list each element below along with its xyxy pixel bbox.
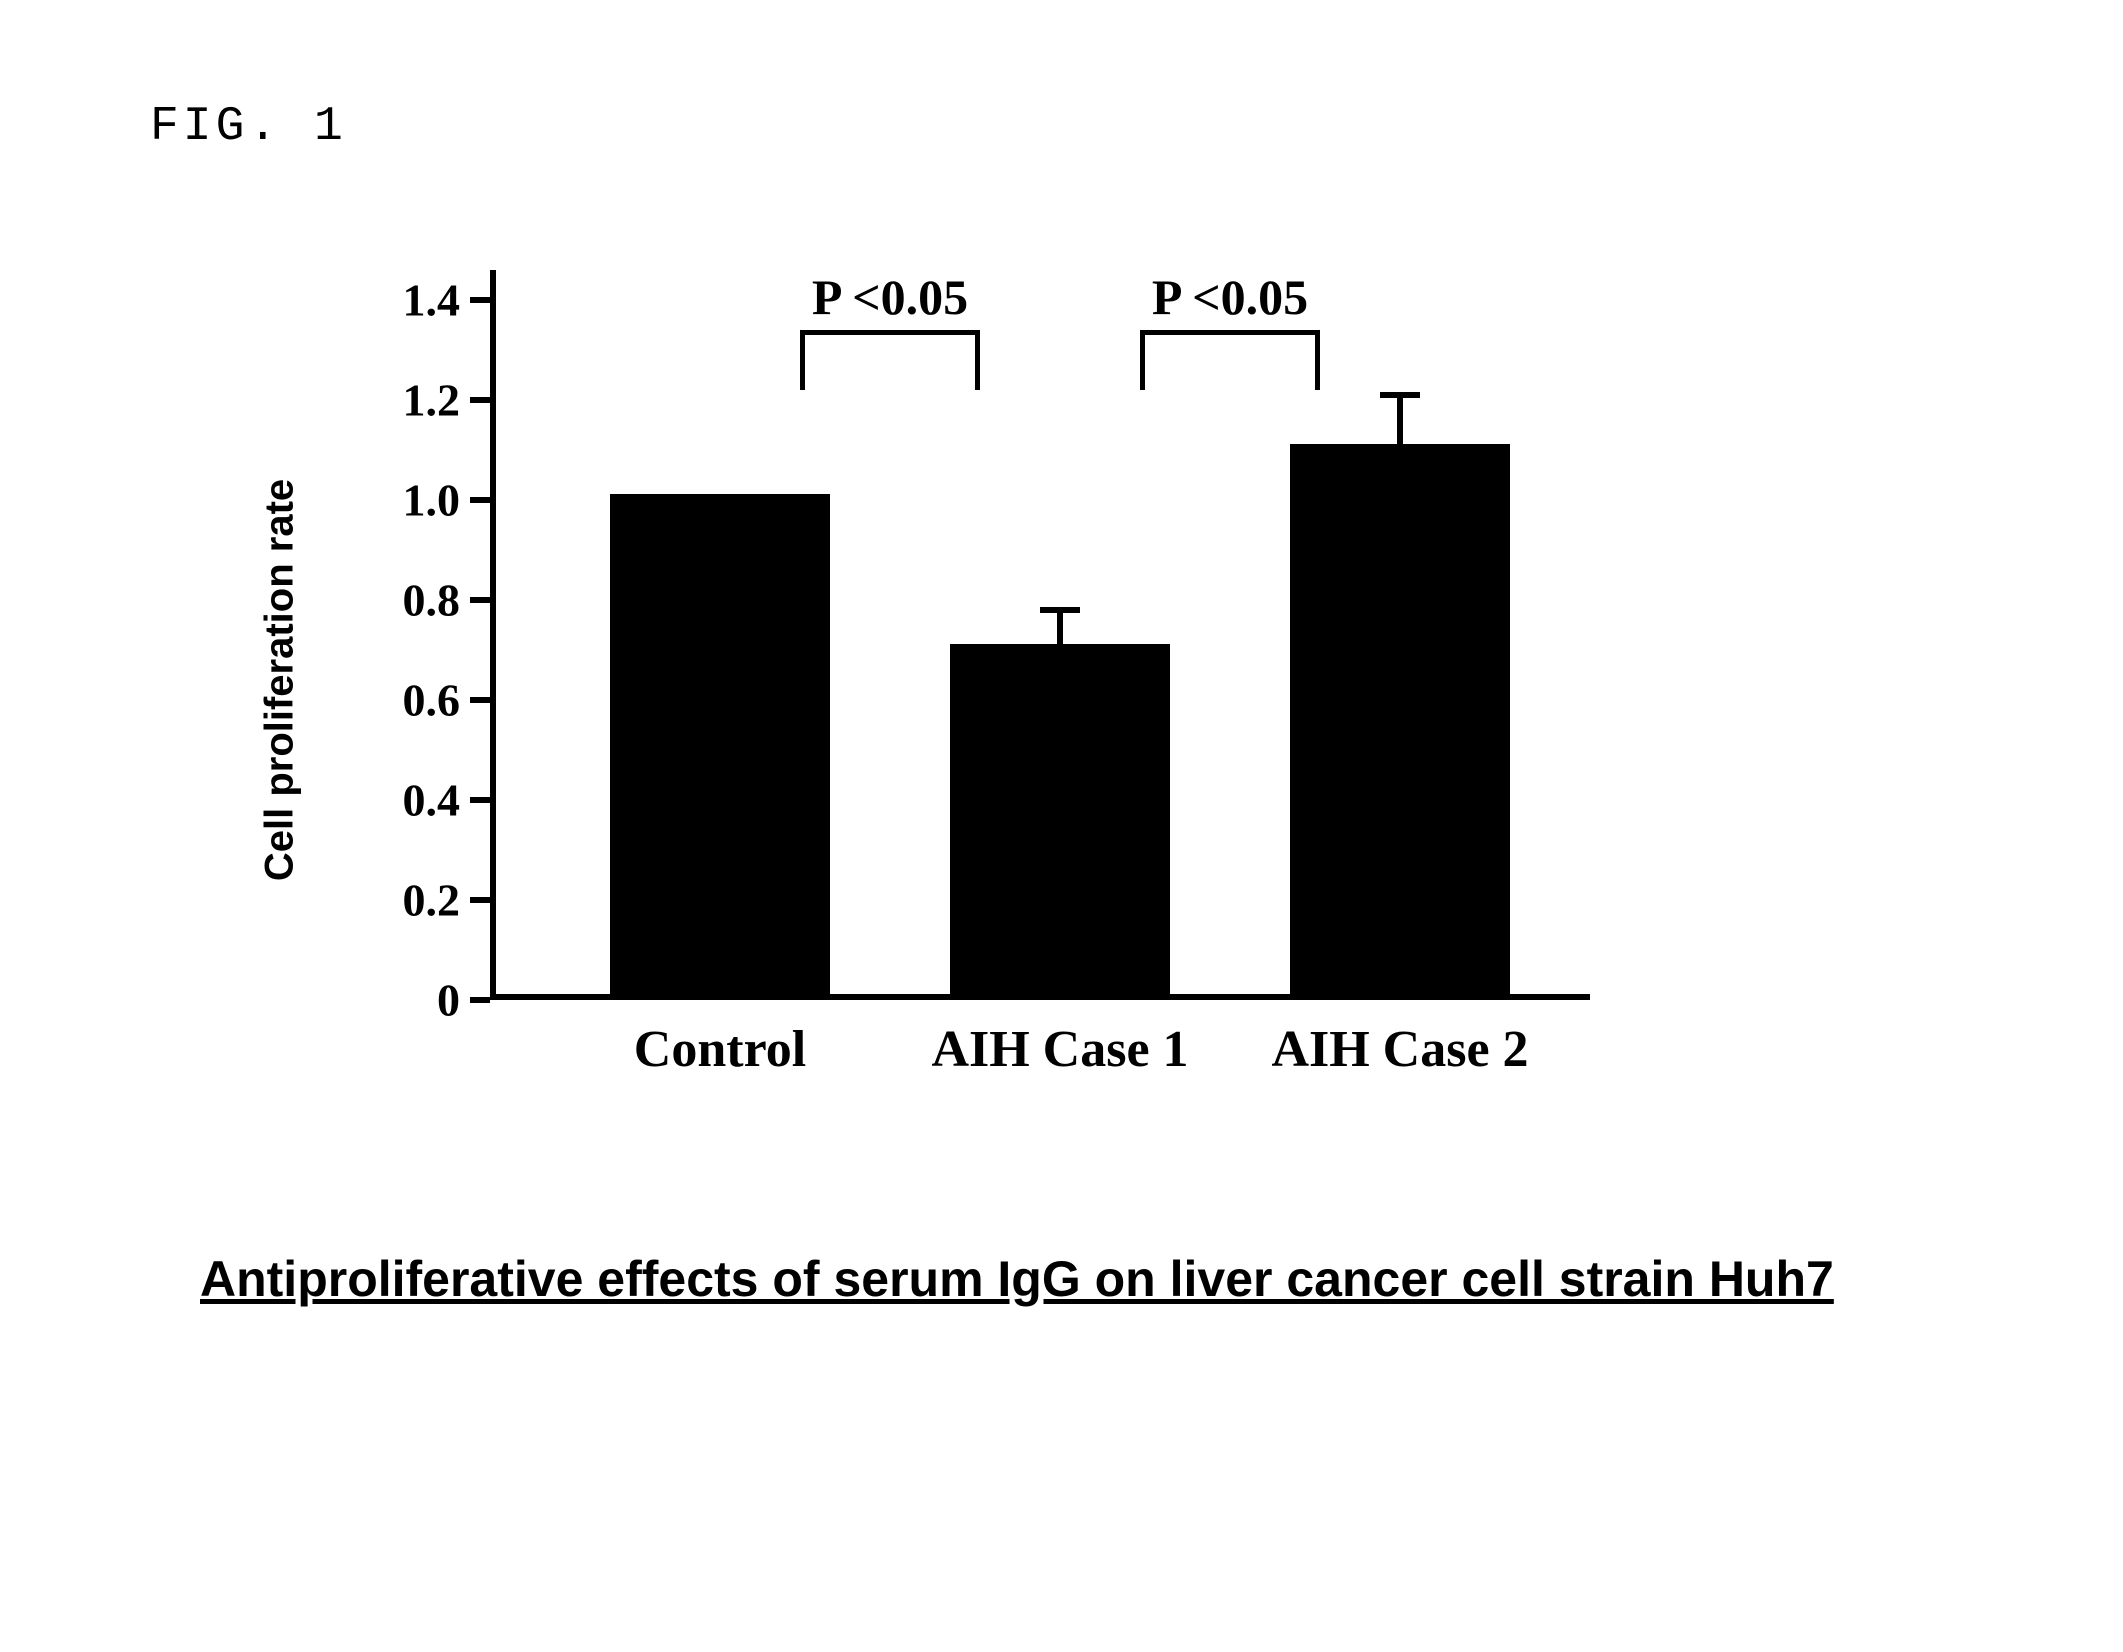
significance-label: P <0.05 <box>1152 268 1308 326</box>
y-tick <box>470 397 490 403</box>
y-tick-label: 1.0 <box>340 474 460 527</box>
y-tick <box>470 697 490 703</box>
y-tick-label: 0 <box>340 974 460 1027</box>
significance-bracket-icon <box>1140 330 1145 390</box>
significance-label: P <0.05 <box>812 268 968 326</box>
y-axis-title: Cell proliferation rate <box>258 479 303 881</box>
figure-label: FIG. 1 <box>150 100 347 154</box>
x-category-labels: ControlAIH Case 1AIH Case 2 <box>490 300 1590 1000</box>
figure-caption: Antiproliferative effects of serum IgG o… <box>200 1250 1834 1308</box>
y-tick-label: 1.4 <box>340 274 460 327</box>
y-tick <box>470 297 490 303</box>
significance-bracket-icon <box>975 330 980 390</box>
significance-bracket-icon <box>800 330 805 390</box>
y-tick <box>470 997 490 1003</box>
page: FIG. 1 Cell proliferation rate 00.20.40.… <box>0 0 2123 1652</box>
y-tick <box>470 597 490 603</box>
significance-bracket-icon <box>1315 330 1320 390</box>
plot-area: 00.20.40.60.81.01.21.4 ControlAIH Case 1… <box>490 300 1590 1000</box>
y-tick-label: 0.8 <box>340 574 460 627</box>
x-category-label: Control <box>634 1020 806 1079</box>
y-tick-label: 0.4 <box>340 774 460 827</box>
y-tick <box>470 897 490 903</box>
significance-bracket-icon <box>800 330 980 335</box>
y-tick-label: 0.6 <box>340 674 460 727</box>
bar-chart: Cell proliferation rate 00.20.40.60.81.0… <box>260 180 1860 1180</box>
y-tick-label: 0.2 <box>340 874 460 927</box>
y-tick-label: 1.2 <box>340 374 460 427</box>
y-tick <box>470 797 490 803</box>
y-tick <box>470 497 490 503</box>
x-category-label: AIH Case 1 <box>931 1020 1188 1079</box>
x-category-label: AIH Case 2 <box>1271 1020 1528 1079</box>
significance-bracket-icon <box>1140 330 1320 335</box>
